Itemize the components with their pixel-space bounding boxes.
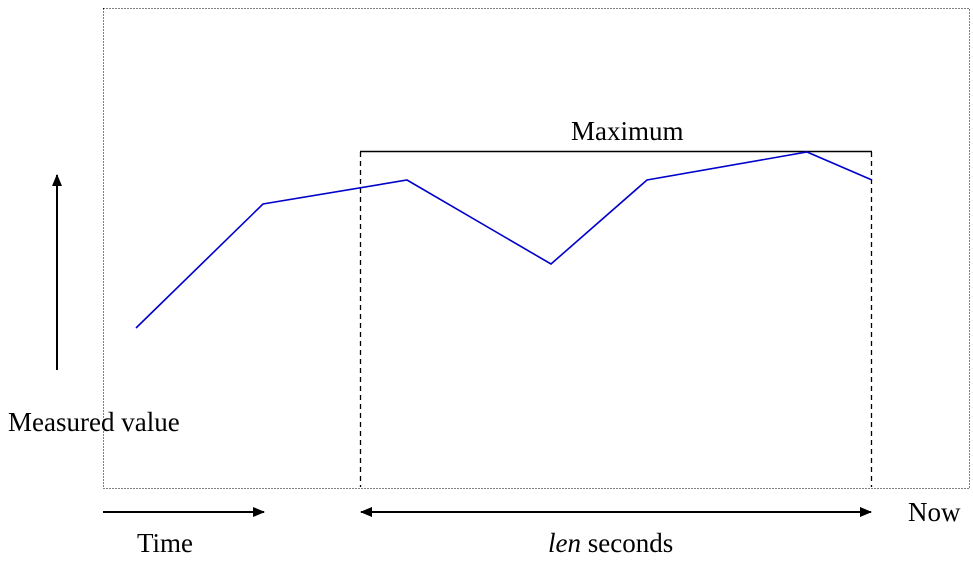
measured-value-label: Measured value — [8, 407, 180, 437]
measured-value-line — [135, 151, 873, 329]
len-seconds-label: len seconds — [548, 530, 673, 557]
len-variable: len — [548, 528, 581, 558]
plot-frame — [103, 8, 970, 489]
series-points — [135, 151, 873, 329]
now-label: Now — [908, 497, 961, 527]
time-label: Time — [137, 528, 194, 558]
maximum-label: Maximum — [571, 116, 684, 146]
seconds-text: seconds — [581, 528, 674, 558]
